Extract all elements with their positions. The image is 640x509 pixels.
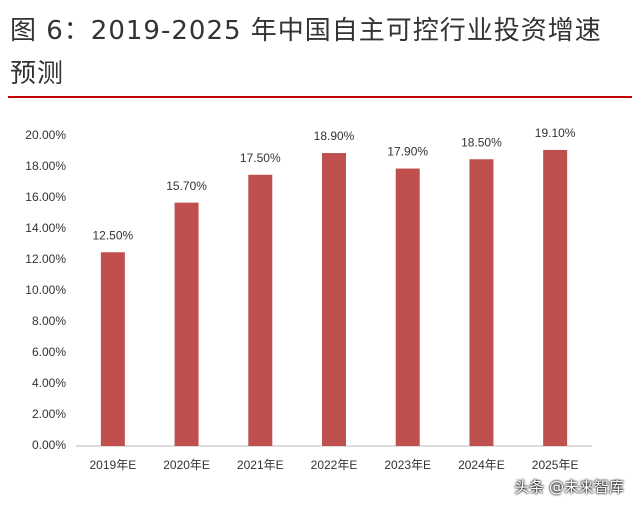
bar — [174, 202, 199, 446]
y-tick-label: 0.00% — [32, 438, 66, 452]
bar — [395, 168, 420, 447]
y-tick-label: 14.00% — [25, 221, 66, 235]
value-label: 17.50% — [240, 151, 281, 165]
x-tick-label: 2025年E — [532, 458, 579, 472]
y-tick-label: 2.00% — [32, 407, 66, 421]
y-tick-label: 6.00% — [32, 345, 66, 359]
value-label: 18.50% — [461, 135, 502, 149]
x-tick-label: 2020年E — [163, 458, 210, 472]
title-rule — [8, 96, 632, 98]
bar — [543, 149, 568, 446]
x-tick-label: 2019年E — [90, 458, 137, 472]
value-label: 19.10% — [535, 126, 576, 140]
x-tick-label: 2023年E — [384, 458, 431, 472]
y-tick-label: 18.00% — [25, 159, 66, 173]
bar — [248, 174, 273, 446]
x-tick-label: 2022年E — [311, 458, 358, 472]
y-tick-label: 8.00% — [32, 314, 66, 328]
x-tick-label: 2024年E — [458, 458, 505, 472]
chart-title: 图 6：2019-2025 年中国自主可控行业投资增速预测 — [10, 16, 602, 89]
y-tick-label: 12.00% — [25, 252, 66, 266]
y-tick-label: 10.00% — [25, 283, 66, 297]
value-label: 12.50% — [93, 228, 134, 242]
y-tick-label: 16.00% — [25, 190, 66, 204]
bar — [322, 153, 346, 447]
bar — [100, 252, 125, 446]
y-tick-label: 20.00% — [25, 128, 66, 142]
watermark: 头条 @未来智库 — [514, 478, 624, 496]
value-label: 15.70% — [166, 179, 207, 193]
value-label: 17.90% — [387, 145, 428, 159]
y-tick-label: 4.00% — [32, 376, 66, 390]
value-label: 18.90% — [314, 129, 355, 143]
x-tick-label: 2021年E — [237, 458, 284, 472]
bar — [469, 159, 494, 446]
